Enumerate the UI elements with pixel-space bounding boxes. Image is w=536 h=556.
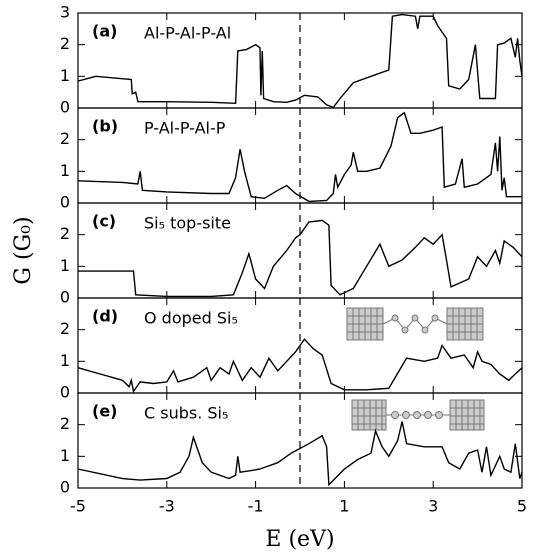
y-tick-label: 2 — [60, 129, 70, 148]
y-tick-label: 1 — [60, 446, 70, 465]
annotation: O doped Si₅ — [144, 309, 238, 328]
x-tick-label: -1 — [248, 497, 264, 516]
y-tick-label: 2 — [60, 414, 70, 433]
y-tick-label: 1 — [60, 161, 70, 180]
x-tick-label: 1 — [339, 497, 349, 516]
inset-d — [346, 307, 484, 341]
panel-label: (a) — [92, 22, 117, 41]
y-axis-label: G (G₀) — [11, 216, 36, 284]
y-tick-label: 0 — [60, 98, 70, 117]
panel-frame — [77, 392, 523, 489]
y-tick-label: 0 — [60, 288, 70, 307]
panel-label: (c) — [92, 212, 116, 231]
x-axis-label: E (eV) — [265, 527, 334, 552]
inset-e — [351, 399, 485, 431]
panel-label: (e) — [92, 402, 117, 421]
y-tick-label: 0 — [60, 383, 70, 402]
panel-label: (b) — [92, 117, 118, 136]
line — [77, 13, 523, 109]
y-tick-label: 2 — [60, 224, 70, 243]
annotation: P-Al-P-Al-P — [144, 119, 226, 138]
annotation: Al-P-Al-P-Al — [144, 24, 231, 43]
y-tick-label: 3 — [60, 3, 70, 22]
x-tick-label: 5 — [517, 497, 527, 516]
annotation: C subs. Si₅ — [144, 404, 228, 423]
y-tick-label: 2 — [60, 319, 70, 338]
x-tick-label: -3 — [159, 497, 175, 516]
panel-label: (d) — [92, 307, 118, 326]
x-tick-label: -5 — [70, 497, 86, 516]
line — [77, 111, 522, 203]
y-tick-label: 1 — [60, 66, 70, 85]
y-tick-label: 1 — [60, 351, 70, 370]
line — [77, 338, 523, 394]
y-tick-label: 1 — [60, 256, 70, 275]
y-tick-label: 2 — [60, 34, 70, 53]
y-tick-label: 0 — [60, 193, 70, 212]
line — [78, 219, 523, 298]
annotation: Si₅ top-site — [144, 214, 231, 233]
line — [77, 421, 523, 487]
y-tick-label: 0 — [60, 478, 70, 497]
x-tick-label: 3 — [428, 497, 438, 516]
